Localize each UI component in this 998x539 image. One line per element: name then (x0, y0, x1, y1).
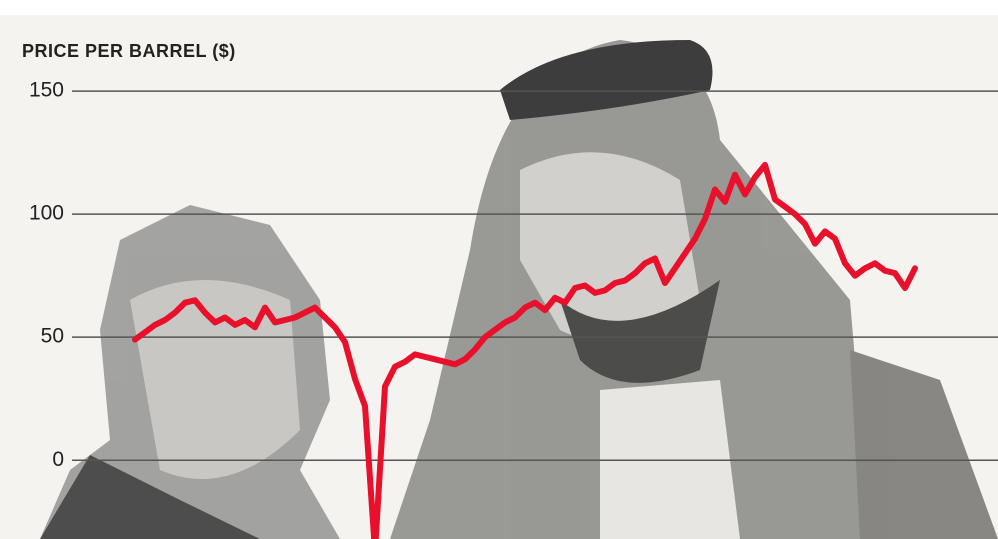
top-strip (0, 0, 998, 15)
chart-title: PRICE PER BARREL ($) (22, 41, 236, 61)
y-tick-label: 0 (52, 448, 64, 471)
y-tick-label: 50 (41, 325, 64, 348)
y-tick-label: 150 (29, 79, 64, 102)
y-tick-label: 100 (29, 202, 64, 225)
price-line (132, 161, 918, 539)
